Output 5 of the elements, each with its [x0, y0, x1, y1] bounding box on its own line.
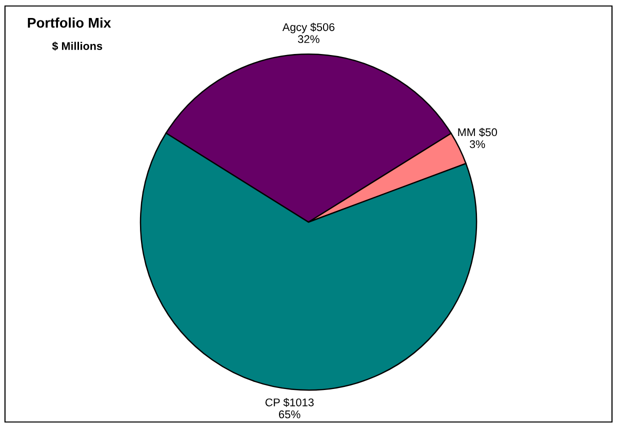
text: $ Millions [52, 42, 102, 51]
slice-label: Agcy $506 32% [282, 22, 334, 44]
slice-label: CP $1013 65% [265, 398, 314, 418]
slice-label: MM $50 3% [458, 128, 498, 148]
chart-title: Portfolio Mix [28, 18, 111, 28]
